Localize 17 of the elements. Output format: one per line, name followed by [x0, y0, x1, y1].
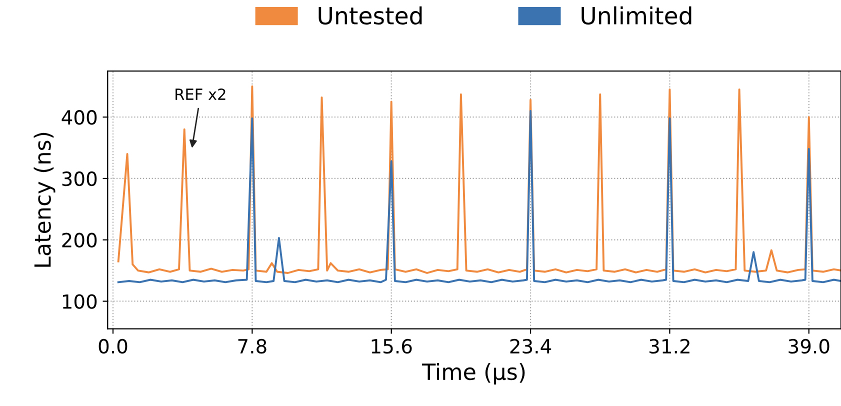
- x-tick-label: 31.2: [650, 338, 690, 354]
- x-axis-title: Time (μs): [422, 362, 525, 384]
- line-series: [117, 85, 841, 274]
- x-tick-label: 23.4: [510, 338, 552, 354]
- y-axis-title: Latency (ns): [34, 132, 56, 267]
- legend-label: Untested: [318, 6, 422, 25]
- y-tick-label: 400: [62, 110, 97, 125]
- y-tick-label: 200: [62, 232, 97, 248]
- x-tick-label: 39.0: [788, 338, 830, 354]
- x-tick-label: 7.8: [238, 338, 266, 354]
- annotation: REF x2: [176, 88, 226, 100]
- legend-label: Unlimited: [582, 6, 692, 25]
- y-tick-label: 300: [62, 171, 97, 186]
- line-series: [117, 110, 841, 284]
- y-tick-label: 100: [62, 294, 97, 309]
- x-tick-label: 0.0: [98, 338, 128, 354]
- x-tick-label: 15.6: [372, 338, 412, 354]
